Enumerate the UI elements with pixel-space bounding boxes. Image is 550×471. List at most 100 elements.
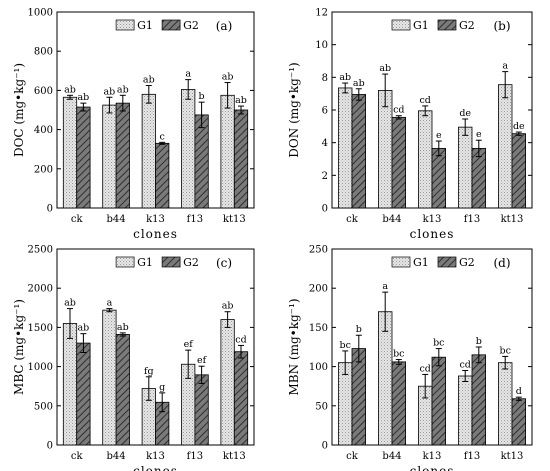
y-axis-title: DOC (mg•kg⁻¹) — [12, 63, 26, 157]
y-tick-label: 8 — [322, 73, 328, 84]
bar-g2-k13 — [431, 356, 447, 446]
significance-letter: a — [502, 61, 508, 72]
legend-label: G1 — [413, 19, 429, 32]
bar-g2-ck — [351, 94, 367, 209]
bar-g2-kt13 — [511, 398, 527, 446]
y-tick-label: 1500 — [28, 323, 53, 334]
significance-letter: a — [107, 298, 113, 309]
y-tick-label: 12 — [315, 8, 328, 19]
legend-swatch-g1 — [115, 256, 135, 268]
y-tick-label: 10 — [315, 40, 328, 51]
y-tick-label: 1000 — [28, 362, 53, 373]
panel-label: (d) — [493, 256, 510, 270]
significance-letter: ab — [117, 322, 129, 333]
bar-g1-b44 — [102, 309, 117, 446]
x-axis-title: clones — [410, 227, 455, 241]
x-axis-title: clones — [133, 464, 178, 471]
panel-label: (c) — [216, 256, 232, 270]
y-tick-label: 800 — [34, 47, 53, 58]
bar-g2-f13 — [194, 374, 209, 446]
y-axis-title: DON (mg•kg⁻¹) — [287, 62, 301, 157]
legend-swatch-g2 — [437, 256, 457, 268]
x-tick-label: k13 — [146, 451, 165, 462]
bar-g2-b44 — [391, 116, 407, 209]
significance-letter: bc — [339, 340, 350, 351]
significance-letter: bc — [393, 349, 404, 360]
panel-label: (b) — [493, 19, 510, 33]
x-tick-label: kt13 — [223, 214, 246, 225]
x-tick-label: ck — [346, 214, 359, 225]
y-tick-label: 500 — [34, 401, 53, 412]
legend-swatch-g1 — [391, 256, 411, 268]
x-tick-label: ck — [346, 451, 359, 462]
significance-letter: a — [185, 69, 191, 80]
significance-letter: ab — [117, 84, 129, 95]
bar-g2-ck — [351, 348, 367, 446]
y-tick-label: 200 — [34, 164, 53, 175]
x-tick-label: b44 — [107, 214, 126, 225]
legend-swatch-g1 — [115, 19, 135, 31]
x-tick-label: b44 — [107, 451, 126, 462]
bar-g2-k13 — [431, 147, 447, 209]
y-axis-title: MBN (mg•kg⁻¹) — [287, 298, 301, 395]
x-tick-label: k13 — [423, 451, 442, 462]
x-tick-label: ck — [71, 451, 84, 462]
significance-letter: cd — [393, 105, 404, 116]
y-tick-label: 4 — [322, 138, 328, 149]
significance-letter: cd — [419, 95, 430, 106]
y-axis-title: MBC (mg•kg⁻¹) — [12, 299, 26, 395]
bar-g2-b44 — [115, 334, 130, 446]
bar-g1-kt13 — [220, 94, 235, 209]
bar-g1-ck — [337, 87, 353, 209]
significance-letter: bc — [433, 338, 444, 349]
significance-letter: b — [356, 324, 362, 335]
panel-label: (a) — [216, 19, 233, 33]
y-tick-label: 200 — [309, 284, 328, 295]
legend-label: G2 — [459, 256, 475, 269]
bar-g1-b44 — [377, 90, 393, 209]
significance-letter: ab — [379, 63, 391, 74]
significance-letter: ab — [64, 298, 76, 309]
x-tick-label: f13 — [464, 214, 480, 225]
bar-g2-kt13 — [233, 109, 249, 209]
significance-letter: cd — [235, 334, 246, 345]
significance-letter: ef — [184, 339, 195, 350]
bar-g2-f13 — [471, 147, 487, 209]
legend-label: G1 — [137, 256, 153, 269]
y-tick-label: 0 — [47, 441, 53, 452]
bar-g2-kt13 — [511, 133, 527, 209]
significance-letter: de — [459, 108, 471, 119]
significance-letter: ab — [353, 78, 365, 89]
x-tick-label: kt13 — [501, 214, 524, 225]
y-tick-label: 2 — [322, 171, 328, 182]
legend-label: G1 — [413, 256, 429, 269]
y-tick-label: 0 — [322, 441, 328, 452]
bar-g1-ck — [337, 362, 353, 446]
bar-g1-f13 — [181, 89, 196, 209]
y-tick-label: 250 — [309, 245, 328, 256]
legend-swatch-g1 — [391, 19, 411, 31]
significance-letter: cd — [459, 360, 470, 371]
significance-letter: ab — [235, 95, 247, 106]
bar-g1-f13 — [457, 126, 473, 209]
significance-letter: e — [476, 129, 482, 140]
bar-g2-b44 — [115, 102, 130, 209]
bar-g1-kt13 — [220, 319, 235, 446]
y-tick-label: 0 — [47, 204, 53, 215]
x-axis-title: clones — [133, 227, 178, 241]
significance-letter: fg — [144, 366, 154, 377]
significance-letter: ab — [222, 72, 234, 83]
legend-label: G2 — [183, 19, 199, 32]
legend-swatch-g2 — [161, 19, 181, 31]
y-tick-label: 6 — [322, 106, 328, 117]
y-tick-label: 600 — [34, 86, 53, 97]
y-tick-label: 1000 — [28, 8, 53, 19]
bar-g1-k13 — [417, 110, 433, 209]
bar-g2-k13 — [155, 142, 170, 209]
y-tick-label: 50 — [315, 401, 328, 412]
bar-g2-kt13 — [233, 351, 249, 446]
legend-label: G2 — [183, 256, 199, 269]
y-tick-label: 400 — [34, 125, 53, 136]
